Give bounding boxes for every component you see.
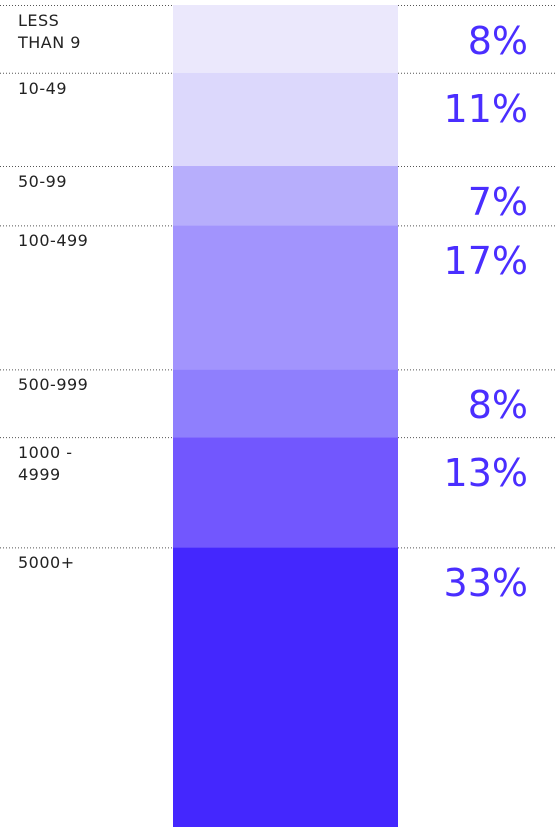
- value-label: 13%: [443, 451, 528, 496]
- category-label: 1000 - 4999: [18, 443, 73, 485]
- category-label: 50-99: [18, 172, 67, 191]
- value-label: 8%: [467, 383, 528, 428]
- category-label: 100-499: [18, 231, 89, 251]
- bar-segment: [173, 369, 398, 438]
- value-label: 33%: [443, 561, 528, 606]
- bar-segment: [173, 547, 398, 827]
- bar-segment: [173, 166, 398, 226]
- category-label: 500-999: [18, 375, 89, 395]
- bar-segment: [173, 437, 398, 548]
- category-label: 5000+: [18, 553, 75, 573]
- value-label: 17%: [443, 239, 528, 284]
- bar-segment: [173, 5, 398, 73]
- bar-segment: [173, 225, 398, 370]
- value-label: 7%: [467, 180, 528, 224]
- value-label: 11%: [443, 86, 528, 131]
- bar-segment: [173, 72, 398, 167]
- value-label: 8%: [467, 19, 528, 63]
- category-label: 10-49: [18, 78, 67, 98]
- category-label: LESS THAN 9: [18, 11, 81, 52]
